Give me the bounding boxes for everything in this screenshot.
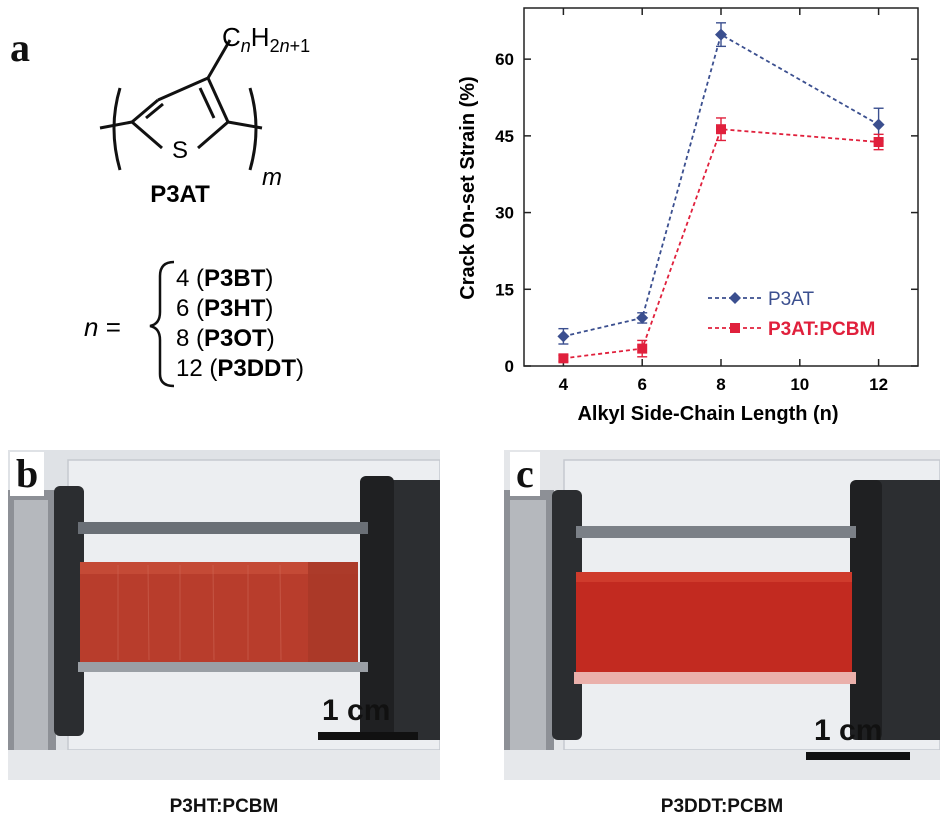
x-tick-label: 8 [716, 375, 725, 394]
data-point [873, 136, 884, 147]
plot-frame [523, 7, 919, 367]
n-option: 4 (P3BT) [176, 265, 273, 292]
caption-c: P3DDT:PCBM [660, 796, 784, 817]
x-tick-label: 4 [559, 375, 569, 394]
photo-p3ht-pcbm [8, 450, 440, 780]
photo-p3ddt-pcbm [504, 450, 940, 780]
p3at-structure: S m CnH2n+1 P3AT n = 4 (P3BT) 6 (P3HT) 8 (… [84, 22, 310, 388]
data-point [558, 353, 569, 364]
n-option: 12 (P3DDT) [176, 355, 304, 382]
series-p3at-pcbm [558, 117, 884, 364]
legend-marker [730, 323, 740, 333]
repeat-index: m [262, 164, 282, 191]
polymer-name: P3AT [150, 181, 210, 208]
scale-bar-b [318, 732, 418, 740]
x-axis-label: Alkyl Side-Chain Length (n) [577, 403, 838, 425]
y-tick-label: 15 [495, 280, 514, 299]
chart-axes [523, 7, 919, 367]
substituent-label: CnH2n+1 [222, 22, 310, 56]
data-point [557, 330, 570, 343]
series-line [563, 33, 880, 338]
y-tick-label: 30 [495, 204, 514, 223]
y-tick-label: 45 [495, 127, 514, 146]
data-point [716, 124, 726, 135]
y-tick-label: 0 [505, 357, 514, 376]
crack-strain-chart: 4 6 8 10 12 0 15 30 45 60 Crack On-set Strain (%)… [457, 7, 919, 425]
thiophene-ring [99, 39, 263, 171]
legend-marker [729, 292, 741, 304]
data-point [636, 311, 649, 324]
sulfur-label: S [172, 137, 188, 164]
caption-b: P3HT:PCBM [169, 796, 279, 817]
curly-brace [149, 260, 175, 388]
scale-label-b: 1 cm [322, 694, 391, 727]
chart-ticks: 4 6 8 10 12 0 15 30 45 60 [495, 8, 918, 394]
data-point [872, 118, 885, 131]
data-point [715, 28, 727, 41]
n-options-list: 4 (P3BT) 6 (P3HT) 8 (P3OT) 12 (P3DDT) [176, 265, 304, 382]
panel-letter-b: b [10, 452, 45, 496]
scale-bar-c [806, 752, 910, 760]
legend-label: P3AT [768, 289, 815, 310]
n-option: 6 (P3HT) [176, 295, 273, 322]
n-equals-label: n = [84, 312, 121, 342]
data-point [637, 343, 648, 354]
chart-series [557, 22, 885, 364]
x-tick-label: 12 [869, 375, 888, 394]
chart-legend: P3AT P3AT:PCBM [708, 289, 875, 340]
series-p3at [557, 22, 885, 345]
y-tick-label: 60 [495, 50, 514, 69]
x-tick-label: 10 [790, 375, 809, 394]
scale-label-c: 1 cm [814, 714, 883, 747]
n-option: 8 (P3OT) [176, 325, 275, 352]
x-tick-label: 6 [637, 375, 646, 394]
panel-letter-c: c [510, 452, 540, 496]
panel-letter-a: a [10, 25, 30, 70]
legend-label: P3AT:PCBM [768, 319, 875, 340]
y-axis-label: Crack On-set Strain (%) [457, 76, 479, 299]
